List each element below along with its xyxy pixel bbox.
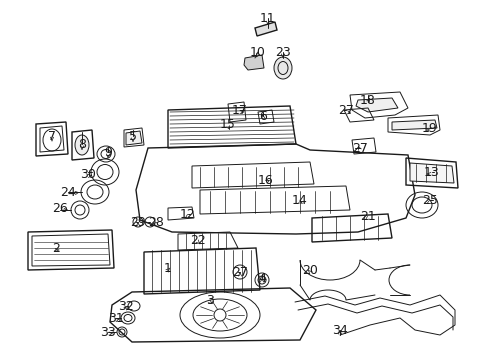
Polygon shape	[126, 131, 142, 145]
Text: 3: 3	[205, 293, 214, 306]
Ellipse shape	[75, 135, 89, 155]
Text: 6: 6	[259, 109, 266, 122]
Text: 5: 5	[129, 130, 137, 143]
Text: 23: 23	[275, 45, 290, 58]
Text: 27: 27	[351, 141, 367, 154]
Polygon shape	[391, 120, 436, 130]
Text: 28: 28	[148, 216, 163, 229]
Text: 13: 13	[423, 166, 439, 179]
Text: 24: 24	[60, 185, 76, 198]
Text: 19: 19	[421, 122, 437, 135]
Polygon shape	[244, 55, 264, 70]
Text: 16: 16	[258, 174, 273, 186]
Text: 17: 17	[232, 104, 247, 117]
Text: 27: 27	[337, 104, 353, 117]
Text: 8: 8	[78, 138, 86, 150]
Polygon shape	[409, 163, 453, 183]
Text: 22: 22	[190, 234, 205, 247]
Text: 15: 15	[220, 117, 235, 130]
Text: 25: 25	[421, 194, 437, 207]
Text: 29: 29	[130, 216, 145, 229]
Text: 18: 18	[359, 94, 375, 107]
Text: 14: 14	[291, 194, 307, 207]
Text: 12: 12	[180, 207, 196, 220]
Ellipse shape	[273, 57, 291, 79]
Text: 20: 20	[302, 264, 317, 276]
Text: 27: 27	[232, 266, 247, 279]
Text: 2: 2	[52, 242, 60, 255]
Text: 21: 21	[359, 210, 375, 222]
Text: 7: 7	[48, 130, 56, 143]
Text: 26: 26	[52, 202, 68, 215]
Text: 1: 1	[164, 261, 172, 274]
Text: 34: 34	[331, 324, 347, 337]
Text: 10: 10	[249, 45, 265, 58]
Text: 4: 4	[258, 271, 265, 284]
Text: 32: 32	[118, 300, 134, 312]
Text: 9: 9	[104, 145, 112, 158]
Text: 33: 33	[100, 325, 116, 338]
Text: 11: 11	[260, 12, 275, 24]
Polygon shape	[254, 22, 276, 36]
Polygon shape	[355, 98, 397, 112]
Text: 30: 30	[80, 167, 96, 180]
Text: 31: 31	[108, 311, 123, 324]
